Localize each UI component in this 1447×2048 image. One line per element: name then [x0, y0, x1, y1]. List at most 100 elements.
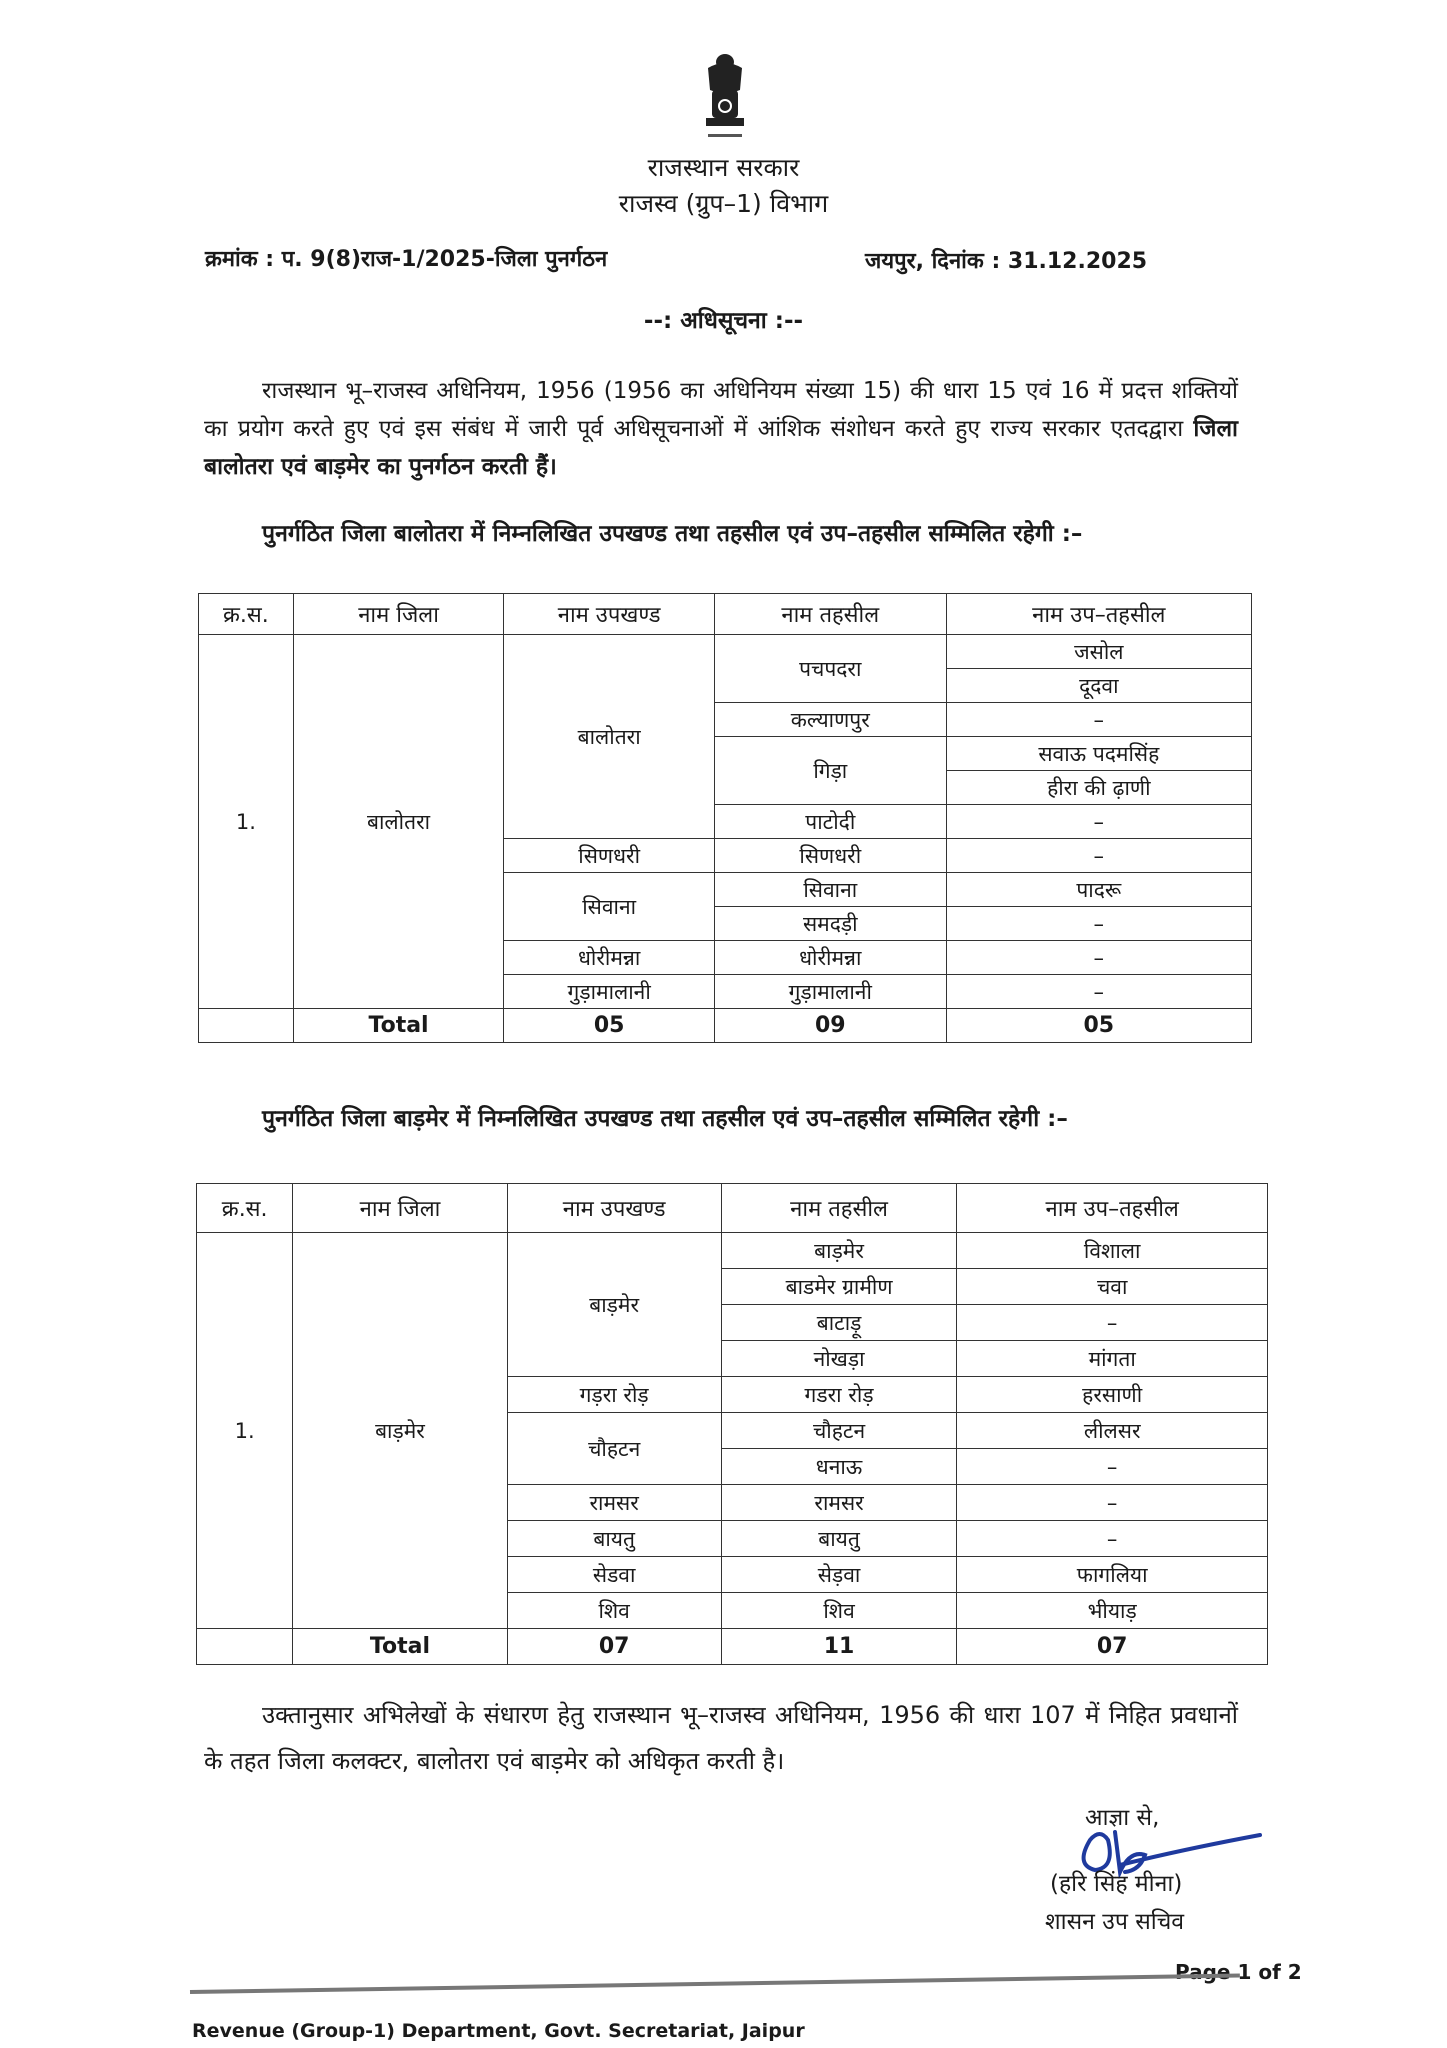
tehsil-cell: कल्याणपुर — [713, 702, 947, 737]
table-row: गिड़ा सवाऊ पदमसिंह — [199, 736, 1253, 805]
sub-tehsil-cell: हरसाणी — [956, 1376, 1268, 1413]
column-header: नाम उपखण्ड — [506, 1183, 722, 1233]
sub-tehsil-cell: भीयाड़ — [956, 1592, 1268, 1629]
subdivision-cell: बायतु — [506, 1520, 722, 1557]
sub-tehsil-cell: – — [945, 940, 1253, 975]
preamble-text: राजस्थान भू–राजस्व अधिनियम, 1956 (1956 क… — [204, 378, 1238, 442]
column-header: नाम उप–तहसील — [945, 593, 1253, 635]
sub-tehsil-cell: विशाला — [956, 1232, 1268, 1269]
subdivision-cell: रामसर — [506, 1484, 722, 1521]
table-row: हीरा की ढ़ाणी — [199, 770, 1253, 805]
sub-tehsil-cell: दूदवा — [945, 668, 1253, 703]
sub-tehsil-cell: – — [945, 974, 1253, 1009]
district-cell: बालोतरा — [292, 634, 505, 1009]
column-header: नाम उप–तहसील — [956, 1183, 1268, 1233]
sub-tehsil-cell: हीरा की ढ़ाणी — [945, 770, 1253, 805]
column-header: नाम उपखण्ड — [503, 593, 715, 635]
total-row: Total 05 09 05 — [198, 1008, 1253, 1043]
order-line: आज्ञा से, — [1085, 1805, 1160, 1831]
column-header: नाम तहसील — [713, 593, 947, 635]
total-subdivisions: 07 — [506, 1628, 722, 1665]
balotra-intro: पुनर्गठित जिला बालोतरा में निम्नलिखित उप… — [262, 521, 1083, 547]
authorization-paragraph: उक्तानुसार अभिलेखों के संधारण हेतु राजस्… — [204, 1701, 1238, 1775]
table-row: नोखड़ा मांगता — [197, 1340, 1268, 1377]
subdivision-cell: सिणधरी — [503, 838, 715, 873]
signature-mark — [1060, 1810, 1280, 1890]
tehsil-cell: गुड़ामालानी — [713, 974, 947, 1009]
tehsil-cell: गिड़ा — [713, 736, 947, 805]
total-label: Total — [292, 1628, 508, 1665]
sub-tehsil-cell: – — [956, 1484, 1268, 1521]
preamble-emphasis: जिला बालोतरा एवं बाड़मेर का पुनर्गठन करत… — [204, 416, 1238, 480]
total-serial-cell — [195, 1628, 294, 1665]
table-row: सिवाना सिवाना पादरू — [199, 872, 1253, 941]
table-row: बाटाड़ू – — [197, 1304, 1268, 1341]
total-tehsils: 09 — [713, 1008, 947, 1043]
barmer-intro: पुनर्गठित जिला बाड़मेर में निम्नलिखित उप… — [262, 1106, 1068, 1132]
sub-tehsil-cell: फागलिया — [956, 1556, 1268, 1593]
column-header: नाम तहसील — [720, 1183, 958, 1233]
tehsil-cell: धोरीमन्ना — [713, 940, 947, 975]
sub-tehsil-cell: जसोल — [945, 634, 1253, 669]
serial-cell: 1. — [195, 1232, 294, 1629]
tehsil-cell: शिव — [720, 1592, 958, 1629]
total-label: Total — [292, 1008, 505, 1043]
total-subdivisions: 05 — [503, 1008, 715, 1043]
column-header: नाम जिला — [292, 1183, 508, 1233]
preamble-paragraph: राजस्थान भू–राजस्व अधिनियम, 1956 (1956 क… — [204, 372, 1238, 486]
table-row: सेडवा सेड़वा फागलिया — [197, 1556, 1268, 1593]
reference-number: क्रमांक : प. 9(8)राज-1/2025-जिला पुनर्गठ… — [205, 247, 608, 272]
column-header: नाम जिला — [292, 593, 505, 635]
total-sub-tehsils: 05 — [945, 1008, 1253, 1043]
subdivision-cell: बाड़मेर — [506, 1232, 722, 1377]
column-header: क्र.स. — [198, 593, 294, 635]
subdivision-cell: धोरीमन्ना — [503, 940, 715, 975]
sub-tehsil-cell: – — [945, 838, 1253, 873]
tehsil-cell: सिणधरी — [713, 838, 947, 873]
total-serial-cell — [198, 1008, 294, 1043]
table-header-row: क्र.स. नाम जिला नाम उपखण्ड नाम तहसील नाम उप–… — [195, 1183, 1268, 1233]
table-row: चौहटन चौहटन लीलसर — [197, 1412, 1268, 1485]
department-title: राजस्व (ग्रुप–1) विभाग — [618, 189, 829, 218]
page-number: Page 1 of 2 — [1175, 1960, 1302, 1984]
notification-title: --: अधिसूचना :-- — [643, 308, 804, 334]
tehsil-cell: समदड़ी — [713, 906, 947, 941]
subdivision-cell: चौहटन — [506, 1412, 722, 1485]
total-row: Total 07 11 07 — [195, 1628, 1268, 1665]
district-cell: बाड़मेर — [292, 1232, 508, 1629]
table-row: 1. बालोतरा बालोतरा पचपदरा जसोल — [198, 634, 1253, 1009]
tehsil-cell: पचपदरा — [713, 634, 947, 703]
subdivision-cell: शिव — [506, 1592, 722, 1629]
tehsil-cell: रामसर — [720, 1484, 958, 1521]
balotra-table: क्र.स. नाम जिला नाम उपखण्ड नाम तहसील नाम उप–… — [198, 593, 1253, 1043]
total-sub-tehsils: 07 — [956, 1628, 1268, 1665]
table-header-row: क्र.स. नाम जिला नाम उपखण्ड नाम तहसील नाम उप–… — [198, 593, 1253, 635]
footer-rule — [189, 1973, 1240, 1994]
tehsil-cell: बाटाड़ू — [720, 1304, 958, 1341]
tehsil-cell: बाडमेर ग्रामीण — [720, 1268, 958, 1305]
tehsil-cell: सिवाना — [713, 872, 947, 907]
column-header: क्र.स. — [195, 1183, 294, 1233]
sub-tehsil-cell: – — [956, 1304, 1268, 1341]
sub-tehsil-cell: – — [956, 1448, 1268, 1485]
sub-tehsil-cell: – — [956, 1520, 1268, 1557]
table-row: गड़रा रोड़ गडरा रोड़ हरसाणी — [197, 1376, 1268, 1413]
tehsil-cell: पाटोदी — [713, 804, 947, 839]
tehsil-cell: धनाऊ — [720, 1448, 958, 1485]
tehsil-cell: चौहटन — [720, 1412, 958, 1449]
tehsil-cell: बाड़मेर — [720, 1232, 958, 1269]
tehsil-cell: गडरा रोड़ — [720, 1376, 958, 1413]
sub-tehsil-cell: – — [945, 906, 1253, 941]
place-date: जयपुर, दिनांक : 31.12.2025 — [865, 249, 1148, 274]
sub-tehsil-cell: पादरू — [945, 872, 1253, 907]
total-tehsils: 11 — [720, 1628, 958, 1665]
serial-cell: 1. — [198, 634, 294, 1009]
subdivision-cell: सिवाना — [503, 872, 715, 941]
sub-tehsil-cell: मांगता — [956, 1340, 1268, 1377]
subdivision-cell: बालोतरा — [503, 634, 715, 839]
signatory-designation: शासन उप सचिव — [1045, 1909, 1185, 1935]
tehsil-cell: बायतु — [720, 1520, 958, 1557]
sub-tehsil-cell: – — [945, 804, 1253, 839]
signatory-name: (हरि सिंह मीना) — [1050, 1871, 1183, 1897]
table-row: सिणधरी सिणधरी – — [199, 838, 1253, 873]
